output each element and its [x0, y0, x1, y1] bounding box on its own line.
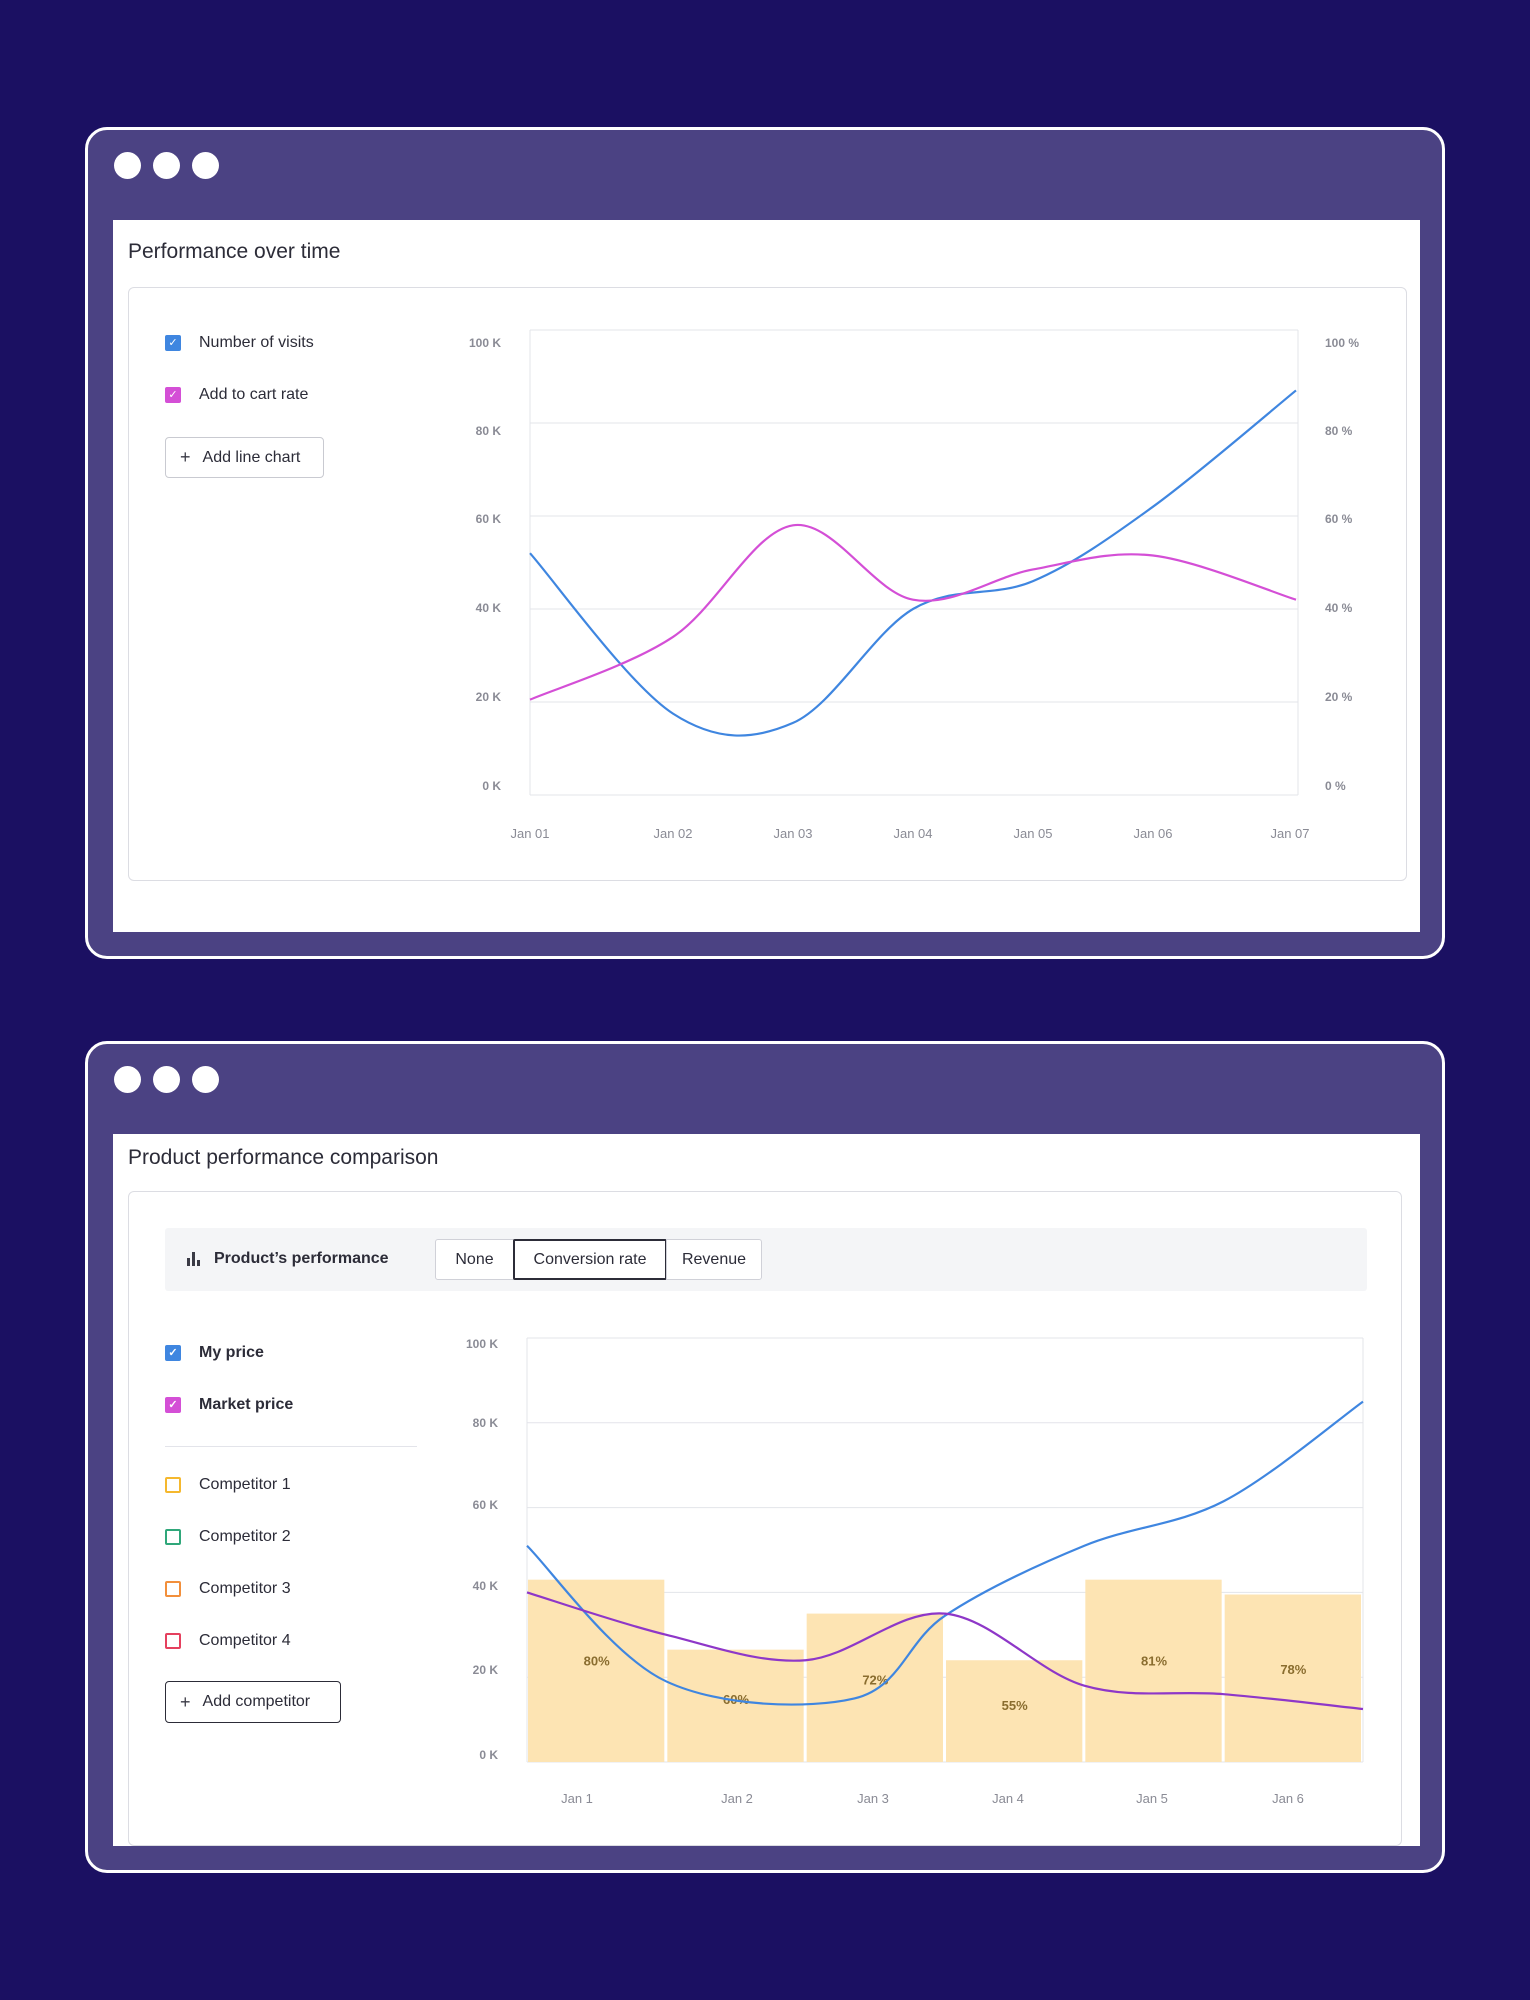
button-label: Add line chart [202, 448, 301, 466]
window-dot-icon[interactable] [153, 152, 180, 179]
legend-item-my-price[interactable]: ✓ My price [165, 1344, 264, 1362]
checkbox-empty-icon[interactable] [165, 1477, 181, 1493]
plus-icon: + [180, 447, 191, 467]
x-tick-label: Jan 6 [1272, 1791, 1304, 1806]
bar-chart-icon [187, 1252, 200, 1266]
bar-data-label: 55% [1002, 1698, 1028, 1713]
legend-label: Market price [199, 1396, 294, 1413]
window-controls [114, 152, 219, 179]
checkbox-empty-icon[interactable] [165, 1581, 181, 1597]
option-conversion-rate[interactable]: Conversion rate [513, 1239, 667, 1280]
x-tick-label: Jan 07 [1270, 826, 1309, 841]
checkbox-empty-icon[interactable] [165, 1529, 181, 1545]
bar [946, 1660, 1083, 1762]
x-tick-label: Jan 01 [510, 826, 549, 841]
y-tick-label: 40 K [473, 1579, 499, 1593]
y-tick-label-left: 80 K [476, 424, 502, 438]
y-tick-label: 100 K [466, 1337, 498, 1351]
window-performance: Performance over time ✓ Number of visits… [85, 127, 1445, 959]
y-tick-label-right: 80 % [1325, 424, 1353, 438]
series-line [526, 1400, 1364, 1706]
window-dot-icon[interactable] [153, 1066, 180, 1093]
legend-label: Competitor 1 [199, 1476, 291, 1493]
toolbar-label: Product’s performance [214, 1250, 389, 1267]
legend-label: My price [199, 1344, 264, 1361]
window-dot-icon[interactable] [114, 1066, 141, 1093]
y-tick-label-right: 40 % [1325, 601, 1353, 615]
toolbar: Product’s performance None Conversion ra… [165, 1228, 1367, 1291]
legend-label: Competitor 2 [199, 1528, 291, 1545]
bar [667, 1649, 804, 1762]
y-tick-label-left: 0 K [482, 779, 501, 793]
panel-title: Product performance comparison [128, 1146, 439, 1169]
y-tick-label-right: 0 % [1325, 779, 1346, 793]
add-competitor-button[interactable]: + Add competitor [165, 1681, 341, 1723]
window-dot-icon[interactable] [192, 1066, 219, 1093]
bar-data-label: 72% [862, 1672, 888, 1687]
add-line-chart-button[interactable]: + Add line chart [165, 437, 324, 478]
chart-card: ✓ Number of visits ✓ Add to cart rate + … [128, 287, 1407, 881]
legend-label: Number of visits [199, 334, 314, 351]
checkbox-empty-icon[interactable] [165, 1633, 181, 1649]
legend-item-market-price[interactable]: ✓ Market price [165, 1396, 293, 1414]
checkbox-checked-icon[interactable]: ✓ [165, 1345, 181, 1361]
x-tick-label: Jan 2 [721, 1791, 753, 1806]
bar [528, 1579, 665, 1762]
x-tick-label: Jan 03 [773, 826, 812, 841]
checkbox-checked-icon[interactable]: ✓ [165, 387, 181, 403]
x-tick-label: Jan 5 [1136, 1791, 1168, 1806]
series-line [526, 1591, 1364, 1711]
y-tick-label-left: 60 K [476, 512, 502, 526]
y-tick-label: 60 K [473, 1498, 499, 1512]
checkbox-checked-icon[interactable]: ✓ [165, 335, 181, 351]
legend-label: Competitor 3 [199, 1580, 291, 1597]
bar-data-label: 78% [1280, 1662, 1306, 1677]
checkbox-checked-icon[interactable]: ✓ [165, 1397, 181, 1413]
option-revenue[interactable]: Revenue [666, 1239, 762, 1280]
legend-item-competitor-1[interactable]: Competitor 1 [165, 1476, 291, 1494]
bar [1085, 1579, 1222, 1762]
x-tick-label: Jan 4 [992, 1791, 1024, 1806]
y-tick-label: 20 K [473, 1663, 499, 1677]
plus-icon: + [180, 1691, 191, 1712]
window-dot-icon[interactable] [192, 152, 219, 179]
y-tick-label-right: 60 % [1325, 512, 1353, 526]
y-tick-label-left: 20 K [476, 690, 502, 704]
x-tick-label: Jan 02 [653, 826, 692, 841]
legend-label: Competitor 4 [199, 1632, 291, 1649]
option-none[interactable]: None [435, 1239, 514, 1280]
x-tick-label: Jan 06 [1133, 826, 1172, 841]
bar [1224, 1594, 1361, 1762]
y-tick-label: 80 K [473, 1416, 499, 1430]
y-tick-label-left: 40 K [476, 601, 502, 615]
bar-data-label: 81% [1141, 1654, 1167, 1669]
legend-item-competitor-2[interactable]: Competitor 2 [165, 1528, 291, 1546]
window-controls [114, 1066, 219, 1093]
y-tick-label-right: 100 % [1325, 336, 1359, 350]
x-tick-label: Jan 3 [857, 1791, 889, 1806]
y-tick-label-right: 20 % [1325, 690, 1353, 704]
y-tick-label-left: 100 K [469, 336, 501, 350]
x-tick-label: Jan 1 [561, 1791, 593, 1806]
series-line [529, 389, 1297, 737]
panel-title: Performance over time [128, 240, 341, 263]
x-tick-label: Jan 05 [1013, 826, 1052, 841]
legend-item-visits[interactable]: ✓ Number of visits [165, 334, 314, 352]
button-label: Add competitor [202, 1693, 311, 1710]
legend-item-cart-rate[interactable]: ✓ Add to cart rate [165, 386, 308, 404]
legend-item-competitor-3[interactable]: Competitor 3 [165, 1580, 291, 1598]
panel-content: Performance over time ✓ Number of visits… [113, 220, 1420, 932]
y-tick-label: 0 K [479, 1748, 498, 1762]
window-dot-icon[interactable] [114, 152, 141, 179]
legend-item-competitor-4[interactable]: Competitor 4 [165, 1632, 291, 1650]
legend-label: Add to cart rate [199, 386, 309, 403]
x-tick-label: Jan 04 [893, 826, 932, 841]
bar-data-label: 80% [584, 1654, 610, 1669]
series-line [529, 524, 1297, 701]
legend-divider [165, 1446, 417, 1447]
